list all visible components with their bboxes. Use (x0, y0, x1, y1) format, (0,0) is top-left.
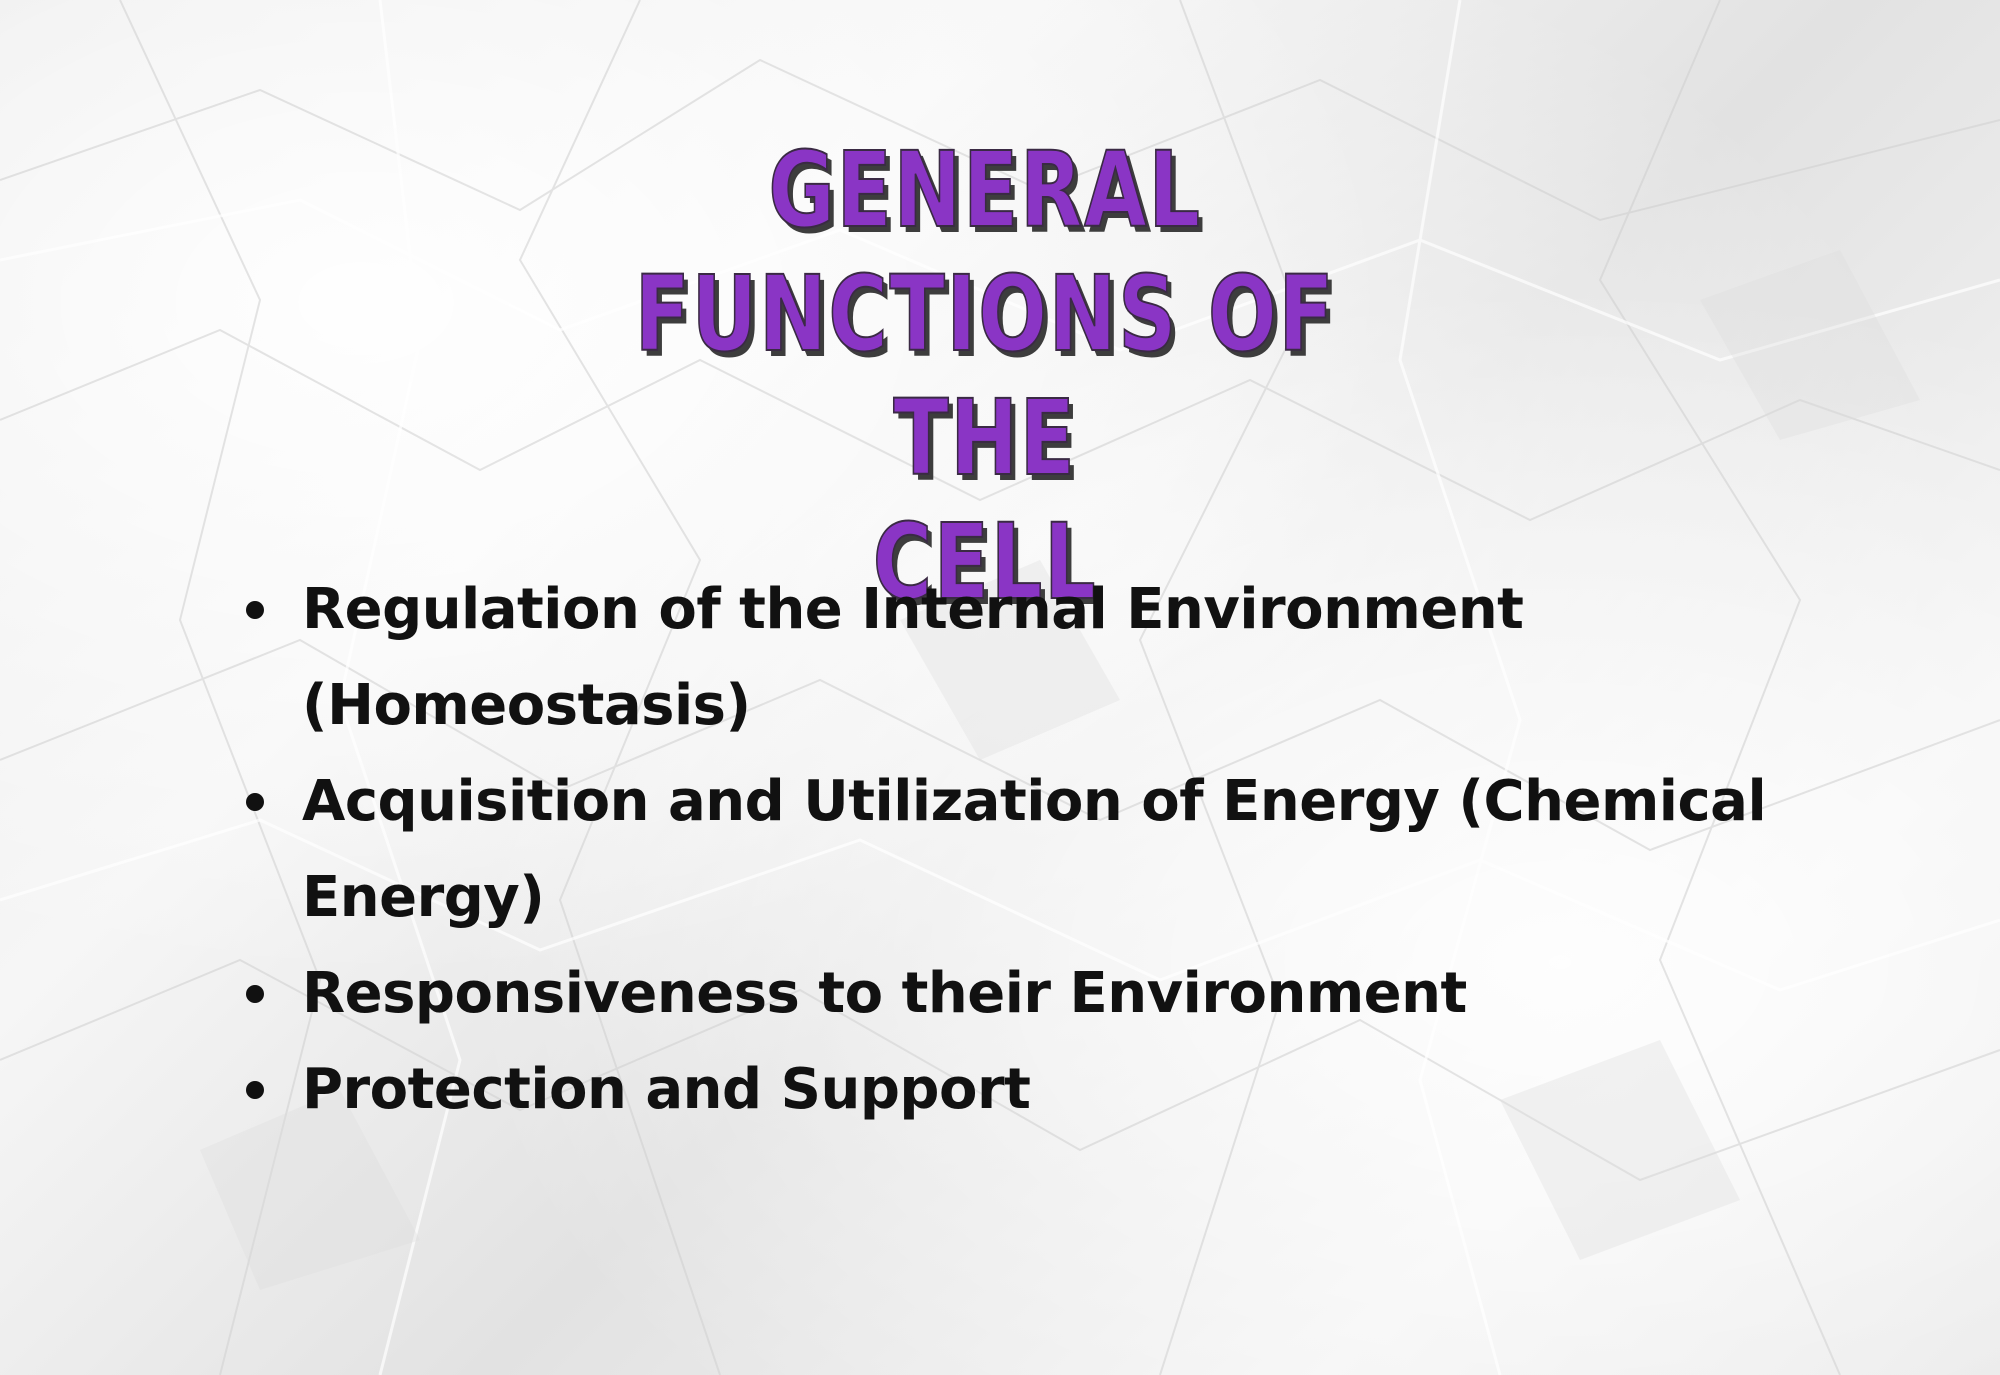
slide-title: General Functions of the Cell (529, 128, 1442, 624)
list-item: Acquisition and Utilization of Energy (C… (240, 754, 1840, 946)
list-item: Regulation of the Internal Environment (… (240, 562, 1840, 754)
bullet-text: Protection and Support (302, 1057, 1031, 1122)
list-item: Responsiveness to their Environment (240, 946, 1840, 1042)
title-line-2: Functions of the (634, 252, 1336, 500)
bullet-icon (246, 985, 264, 1003)
bullet-text: Acquisition and Utilization of Energy (C… (302, 769, 1767, 930)
bullet-text: Regulation of the Internal Environment (… (302, 577, 1524, 738)
bullet-text: Responsiveness to their Environment (302, 961, 1467, 1026)
bullet-icon (246, 601, 264, 619)
list-item: Protection and Support (240, 1042, 1840, 1138)
title-line-3: Cell (872, 500, 1098, 624)
bullet-icon (246, 793, 264, 811)
bullet-icon (246, 1081, 264, 1099)
bullet-list: Regulation of the Internal Environment (… (240, 562, 1840, 1138)
title-line-1: General (768, 128, 1202, 252)
